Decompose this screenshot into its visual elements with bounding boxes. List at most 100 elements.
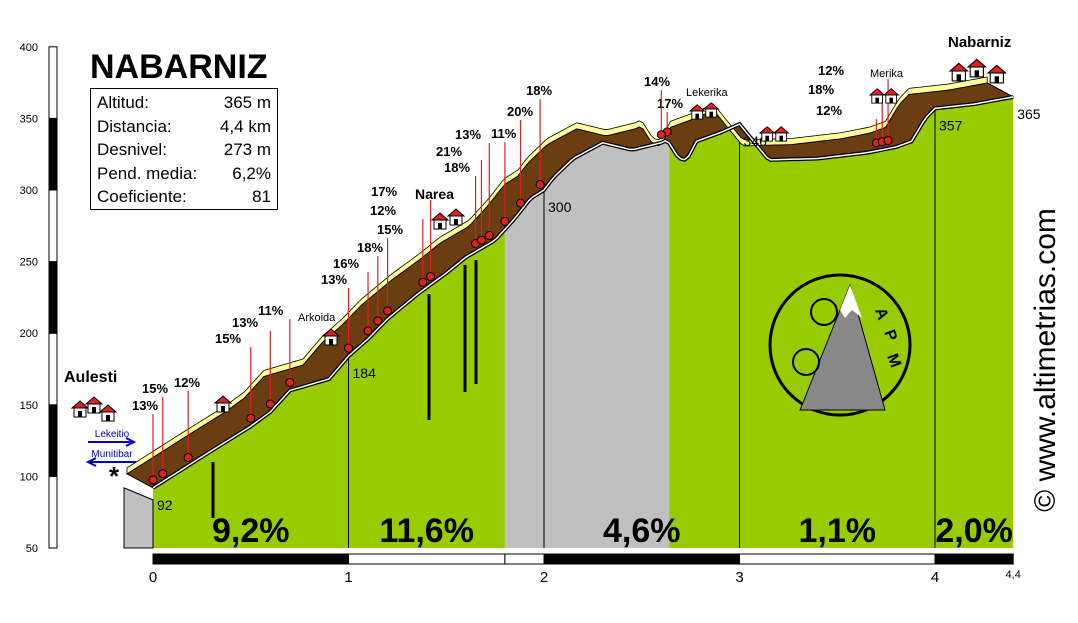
village-icon	[213, 395, 233, 413]
door	[889, 97, 893, 104]
y-axis-band	[48, 261, 58, 334]
roof	[688, 104, 706, 112]
gradient-marker	[373, 316, 383, 326]
place-label: Nabarniz	[948, 34, 1011, 51]
roof	[772, 126, 790, 134]
segment-area	[669, 124, 740, 549]
roof	[446, 208, 466, 217]
gradient-label: 21%	[436, 144, 462, 159]
gradient-marker	[183, 453, 193, 463]
gradient-marker	[158, 469, 168, 479]
village-icon	[702, 102, 720, 118]
gradient-marker	[426, 272, 436, 282]
roof	[868, 88, 886, 96]
stat-row: Desnivel: 273 m	[97, 138, 271, 162]
snow-cap	[840, 285, 862, 318]
bike-wheel	[792, 348, 820, 376]
gradient-marker	[656, 130, 666, 140]
village-icon	[882, 88, 900, 104]
stat-value: 4,4 km	[219, 116, 271, 136]
segment-grade-label: 1,1%	[799, 512, 877, 550]
start-block	[123, 487, 154, 549]
village-icon	[98, 404, 118, 422]
door	[78, 411, 82, 417]
y-axis-band	[48, 117, 58, 191]
gradient-label: 13%	[321, 272, 347, 287]
village-icon	[688, 104, 706, 120]
arrow-left-icon	[85, 457, 136, 467]
door	[956, 74, 961, 81]
gradient-label: 12%	[816, 103, 842, 118]
stats-box: Altitud: 365 m Distancia: 4,4 km Desnivel:…	[90, 88, 278, 210]
x-end-label: 4,4	[1006, 569, 1021, 581]
village-icon	[321, 328, 341, 346]
y-tick-label: 350	[20, 113, 38, 125]
door	[974, 70, 979, 77]
gradient-label: 18%	[444, 160, 470, 175]
segment-grade-label: 9,2%	[212, 512, 290, 550]
y-axis-band	[48, 46, 58, 119]
village-icon	[70, 400, 90, 418]
roof	[98, 404, 118, 413]
door	[106, 415, 110, 421]
gradient-marker	[476, 235, 486, 245]
gradient-label: 18%	[357, 240, 383, 255]
roof	[213, 395, 233, 404]
place-label: Lekerika	[686, 87, 728, 99]
village-icon	[948, 62, 970, 82]
door	[454, 219, 458, 225]
stat-row: Distancia: 4,4 km	[97, 115, 271, 139]
stat-label: Pend. media:	[97, 163, 198, 183]
gradient-marker	[148, 475, 158, 485]
gradient-marker	[883, 136, 893, 146]
roof	[758, 126, 776, 134]
stat-value: 273 m	[223, 140, 271, 159]
stat-row: Coeficiente: 81	[97, 185, 271, 209]
start-asterisk-icon: *	[109, 461, 120, 491]
y-axis-band	[48, 404, 58, 477]
door	[329, 339, 333, 345]
gradient-label: 20%	[507, 104, 533, 119]
roof	[986, 64, 1008, 74]
roof	[430, 212, 450, 221]
km-band	[739, 553, 936, 565]
gradient-marker	[535, 179, 545, 189]
gradient-label: 12%	[818, 63, 844, 78]
stat-label: Distancia:	[97, 116, 172, 136]
gradient-marker	[484, 231, 494, 241]
gradient-label: 15%	[142, 381, 168, 396]
altitude-label: 357	[939, 117, 963, 133]
segment-area	[544, 141, 670, 548]
gradient-marker	[344, 343, 353, 353]
y-axis-band	[48, 189, 58, 263]
gradient-marker	[246, 413, 256, 423]
village-icon	[772, 126, 790, 142]
altitude-label: 184	[353, 365, 377, 381]
x-tick-label: 2	[540, 569, 548, 586]
roof	[882, 88, 900, 96]
apm-logo: APM	[768, 273, 912, 417]
gradient-label: 13%	[232, 315, 258, 330]
village-icon	[966, 58, 988, 78]
x-tick-label: 1	[344, 569, 352, 586]
gradient-label: 15%	[215, 331, 241, 346]
gradient-label: 12%	[174, 375, 200, 390]
gradient-marker	[500, 216, 510, 226]
gradient-label: 18%	[808, 82, 834, 97]
km-band	[934, 553, 1014, 565]
gradient-label: 16%	[333, 256, 359, 271]
place-label: Narea	[415, 186, 454, 202]
segment-grade-label: 2,0%	[935, 512, 1013, 550]
gradient-label: 11%	[258, 303, 284, 318]
altitude-label: 346	[744, 133, 768, 149]
gradient-label: 18%	[526, 83, 552, 98]
door	[709, 111, 713, 118]
door	[221, 406, 225, 412]
door	[994, 76, 999, 83]
stat-row: Pend. media: 6,2%	[97, 162, 271, 186]
y-tick-label: 300	[20, 185, 38, 197]
gradient-label: 12%	[370, 203, 396, 218]
village-icon	[430, 212, 450, 230]
gradient-label: 14%	[644, 74, 670, 89]
